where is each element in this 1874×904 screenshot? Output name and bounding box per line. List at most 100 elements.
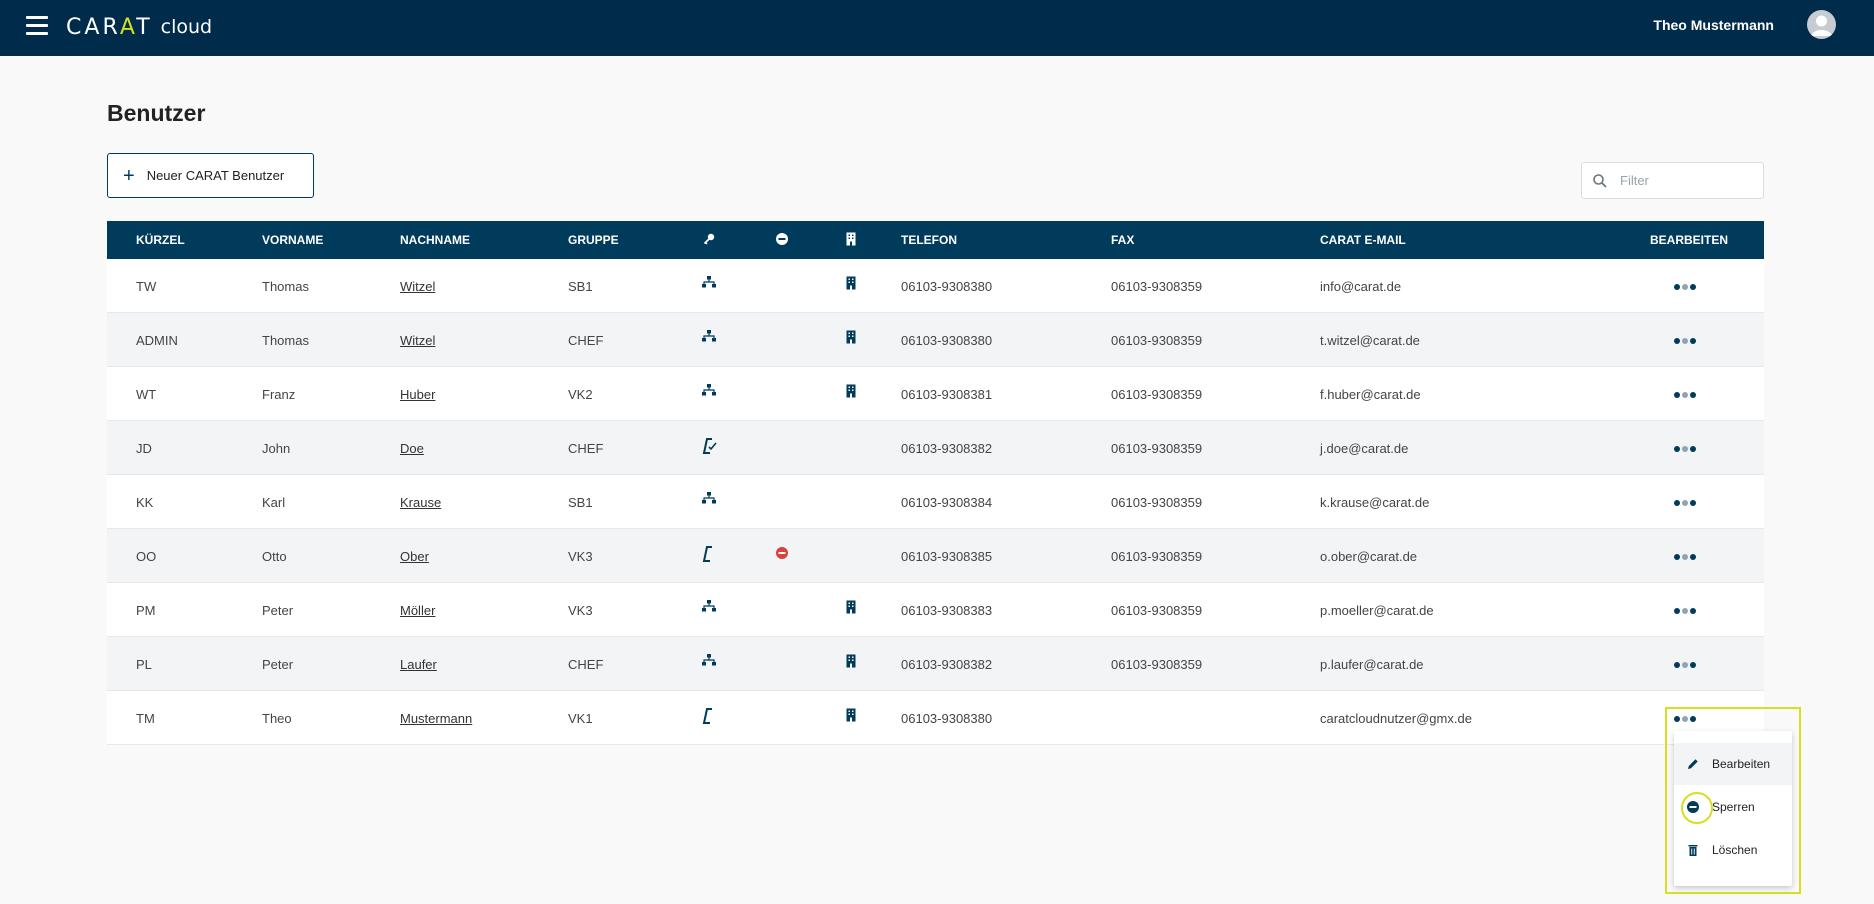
header-gruppe[interactable]: GRUPPE xyxy=(568,233,619,247)
more-actions-icon[interactable] xyxy=(1674,446,1696,452)
building-icon xyxy=(845,330,857,347)
menu-item-delete[interactable]: Löschen xyxy=(1674,829,1792,871)
cell-nachname-link[interactable]: Doe xyxy=(400,441,424,456)
table-row[interactable]: WT Franz Huber VK2 06103-9308381 06103-930835… xyxy=(107,367,1764,421)
cell-email: p.moeller@carat.de xyxy=(1320,603,1434,618)
users-table: KÜRZEL VORNAME NACHNAME GRUPPE TELEFON F… xyxy=(107,221,1764,745)
cell-fax: 06103-9308359 xyxy=(1111,333,1203,348)
key-icon xyxy=(702,232,716,249)
cell-nachname-link[interactable]: Witzel xyxy=(400,279,436,294)
cell-vorname: Otto xyxy=(262,549,287,564)
header-nachname[interactable]: NACHNAME xyxy=(400,233,470,247)
blocked-icon xyxy=(775,232,789,249)
cell-gruppe: SB1 xyxy=(568,279,593,294)
logo[interactable]: CARAT cloud xyxy=(66,12,212,42)
cell-telefon: 06103-9308382 xyxy=(901,441,993,456)
cell-vorname: John xyxy=(262,441,291,456)
menu-icon[interactable] xyxy=(26,16,48,36)
more-actions-icon[interactable] xyxy=(1674,716,1696,722)
filter-field[interactable] xyxy=(1581,162,1764,199)
cell-fax: 06103-9308359 xyxy=(1111,549,1203,564)
building-icon xyxy=(845,708,857,725)
cell-vorname: Karl xyxy=(262,495,286,510)
table-row[interactable]: JD John Doe CHEF 06103-9308382 06103-9308359 j… xyxy=(107,421,1764,475)
cell-vorname: Theo xyxy=(262,711,292,726)
cell-gruppe: VK1 xyxy=(568,711,593,726)
cell-vorname: Franz xyxy=(262,387,296,402)
header-telefon[interactable]: TELEFON xyxy=(901,233,957,247)
header-fax[interactable]: FAX xyxy=(1111,233,1135,247)
logo-carat: CARAT xyxy=(66,14,153,40)
user-name[interactable]: Theo Mustermann xyxy=(1653,17,1774,33)
building-icon xyxy=(845,276,857,293)
header-bearbeiten: BEARBEITEN xyxy=(1650,233,1729,247)
menu-item-label: Sperren xyxy=(1712,800,1755,814)
more-actions-icon[interactable] xyxy=(1674,392,1696,398)
new-user-button[interactable]: + Neuer CARAT Benutzer xyxy=(107,153,314,198)
cell-fax: 06103-9308359 xyxy=(1111,441,1203,456)
menu-item-edit[interactable]: Bearbeiten xyxy=(1674,743,1792,785)
more-actions-icon[interactable] xyxy=(1674,608,1696,614)
cell-telefon: 06103-9308380 xyxy=(901,711,993,726)
cell-email: caratcloudnutzer@gmx.de xyxy=(1320,711,1472,726)
cell-gruppe: CHEF xyxy=(568,333,604,348)
building-icon xyxy=(845,384,857,401)
table-row[interactable]: OO Otto Ober VK3 06103-9308385 06103-9308359 o… xyxy=(107,529,1764,583)
cell-gruppe: CHEF xyxy=(568,657,604,672)
cell-fax: 06103-9308359 xyxy=(1111,279,1203,294)
table-row[interactable]: ADMIN Thomas Witzel CHEF 06103-9308380 06103-… xyxy=(107,313,1764,367)
cell-vorname: Thomas xyxy=(262,279,309,294)
table-body: TW Thomas Witzel SB1 06103-9308380 06103-9308… xyxy=(107,259,1764,745)
cell-nachname-link[interactable]: Ober xyxy=(400,549,429,564)
header-vorname[interactable]: VORNAME xyxy=(262,233,324,247)
cell-nachname-link[interactable]: Krause xyxy=(400,495,442,510)
cell-telefon: 06103-9308380 xyxy=(901,279,993,294)
cell-nachname-link[interactable]: Huber xyxy=(400,387,436,402)
cell-nachname-link[interactable]: Möller xyxy=(400,603,436,618)
cell-telefon: 06103-9308383 xyxy=(901,603,993,618)
table-row[interactable]: PL Peter Laufer CHEF 06103-9308382 06103-9308… xyxy=(107,637,1764,691)
highlight-frame xyxy=(1665,707,1801,894)
table-row[interactable]: TM Theo Mustermann VK1 06103-9308380 caratclo… xyxy=(107,691,1764,745)
cell-kuerzel: PL xyxy=(136,657,152,672)
highlight-ring xyxy=(1681,792,1713,824)
cell-fax: 06103-9308359 xyxy=(1111,387,1203,402)
more-actions-icon[interactable] xyxy=(1674,338,1696,344)
blocked-status-icon xyxy=(775,546,789,563)
cell-kuerzel: ADMIN xyxy=(136,333,178,348)
cell-kuerzel: TM xyxy=(136,711,155,726)
logo-cloud: cloud xyxy=(160,16,213,38)
filter-input[interactable] xyxy=(1620,173,1740,188)
table-row[interactable]: KK Karl Krause SB1 06103-9308384 06103-930835… xyxy=(107,475,1764,529)
hierarchy-icon xyxy=(702,276,716,291)
carat-check-icon xyxy=(702,438,718,457)
table-row[interactable]: PM Peter Möller VK3 06103-9308383 06103-93083… xyxy=(107,583,1764,637)
cell-email: o.ober@carat.de xyxy=(1320,549,1418,564)
hierarchy-icon xyxy=(702,654,716,669)
cell-gruppe: SB1 xyxy=(568,495,593,510)
cell-nachname-link[interactable]: Mustermann xyxy=(400,711,473,726)
cell-gruppe: VK3 xyxy=(568,549,593,564)
avatar-icon[interactable] xyxy=(1807,10,1836,39)
cell-vorname: Thomas xyxy=(262,333,309,348)
building-icon xyxy=(845,232,857,249)
table-row[interactable]: TW Thomas Witzel SB1 06103-9308380 06103-9308… xyxy=(107,259,1764,313)
more-actions-icon[interactable] xyxy=(1674,662,1696,668)
hierarchy-icon xyxy=(702,492,716,507)
more-actions-icon[interactable] xyxy=(1674,554,1696,560)
cell-telefon: 06103-9308384 xyxy=(901,495,993,510)
header-kuerzel[interactable]: KÜRZEL xyxy=(136,233,185,247)
more-actions-icon[interactable] xyxy=(1674,284,1696,290)
more-actions-icon[interactable] xyxy=(1674,500,1696,506)
building-icon xyxy=(845,600,857,617)
cell-kuerzel: PM xyxy=(136,603,156,618)
plus-icon: + xyxy=(123,164,135,187)
cell-telefon: 06103-9308382 xyxy=(901,657,993,672)
cell-email: t.witzel@carat.de xyxy=(1320,333,1420,348)
header-email[interactable]: CARAT E-MAIL xyxy=(1320,233,1406,247)
new-user-button-label: Neuer CARAT Benutzer xyxy=(146,168,285,183)
hierarchy-icon xyxy=(702,330,716,345)
cell-nachname-link[interactable]: Laufer xyxy=(400,657,437,672)
menu-item-label: Löschen xyxy=(1712,843,1758,857)
cell-nachname-link[interactable]: Witzel xyxy=(400,333,436,348)
